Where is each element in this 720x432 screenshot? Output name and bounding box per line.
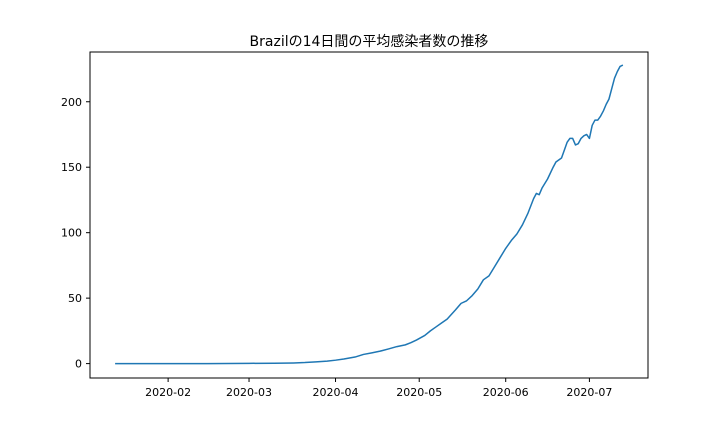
chart-title: Brazilの14日間の平均感染者数の推移 (250, 33, 489, 50)
y-tick-label: 0 (75, 358, 82, 371)
plot-frame (89, 51, 649, 379)
x-axis: 2020-02 2020-03 2020-04 2020-05 2020-06 2020-… (145, 378, 612, 399)
x-tick-label: 2020-06 (483, 386, 529, 399)
x-tick-label: 2020-07 (566, 386, 612, 399)
y-tick-label: 50 (68, 292, 82, 305)
x-tick-label: 2020-05 (396, 386, 442, 399)
y-tick-label: 100 (61, 227, 82, 240)
y-tick-label: 200 (61, 96, 82, 109)
plot-area (115, 64, 624, 365)
y-tick-label: 150 (61, 161, 82, 174)
x-tick-label: 2020-04 (313, 386, 359, 399)
y-axis: 0 50 100 150 200 (61, 96, 90, 371)
x-tick-label: 2020-02 (145, 386, 191, 399)
series-line (115, 64, 624, 365)
x-tick-label: 2020-03 (226, 386, 272, 399)
